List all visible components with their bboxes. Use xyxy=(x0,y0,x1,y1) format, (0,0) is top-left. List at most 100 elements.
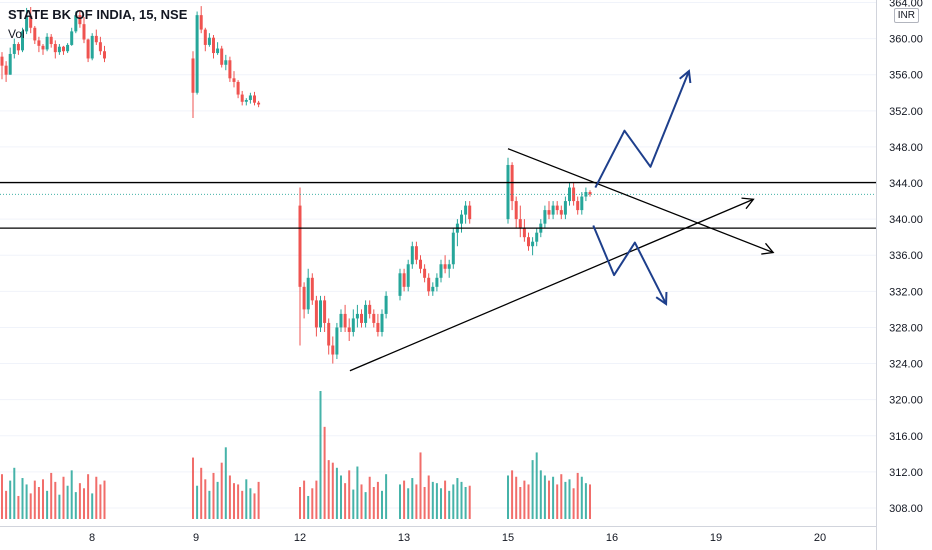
candle[interactable] xyxy=(460,210,463,233)
candle[interactable] xyxy=(323,295,327,332)
candle[interactable] xyxy=(82,16,86,44)
candle[interactable] xyxy=(514,196,518,229)
candle[interactable] xyxy=(314,295,318,337)
candle[interactable] xyxy=(12,38,16,59)
candle[interactable] xyxy=(431,282,435,296)
candle[interactable] xyxy=(439,259,443,283)
bearish-projection[interactable] xyxy=(592,225,668,306)
falling-trendline[interactable] xyxy=(507,148,775,255)
candle[interactable] xyxy=(398,268,402,301)
candle[interactable] xyxy=(78,11,82,28)
candle[interactable] xyxy=(423,264,427,283)
candle[interactable] xyxy=(355,304,359,328)
candle[interactable] xyxy=(248,92,252,104)
candle[interactable] xyxy=(37,36,41,53)
candle[interactable] xyxy=(103,45,106,63)
candle[interactable] xyxy=(580,192,584,215)
candle[interactable] xyxy=(216,42,220,55)
candle[interactable] xyxy=(306,268,310,314)
candle[interactable] xyxy=(16,42,20,55)
candle[interactable] xyxy=(339,309,343,332)
candle[interactable] xyxy=(559,205,563,220)
candle[interactable] xyxy=(90,33,94,61)
candle[interactable] xyxy=(468,201,472,224)
candle[interactable] xyxy=(347,318,351,341)
candle[interactable] xyxy=(86,38,90,63)
candle[interactable] xyxy=(510,162,514,211)
candle[interactable] xyxy=(224,54,228,71)
candle[interactable] xyxy=(57,44,61,55)
candle[interactable] xyxy=(41,44,45,55)
currency-badge[interactable]: INR xyxy=(893,8,919,23)
candle[interactable] xyxy=(372,309,376,328)
candle[interactable] xyxy=(310,273,314,305)
candle[interactable] xyxy=(0,52,4,80)
candle[interactable] xyxy=(410,241,414,269)
candle[interactable] xyxy=(199,6,203,34)
candle[interactable] xyxy=(435,273,439,292)
candle[interactable] xyxy=(33,25,37,45)
candle[interactable] xyxy=(4,61,8,82)
candle[interactable] xyxy=(443,255,447,274)
candle[interactable] xyxy=(402,268,406,292)
candle[interactable] xyxy=(543,205,547,229)
candle[interactable] xyxy=(527,232,530,251)
candle[interactable] xyxy=(368,300,372,319)
trend-drawings[interactable] xyxy=(349,69,775,372)
candle[interactable] xyxy=(74,11,78,34)
candle[interactable] xyxy=(191,51,195,119)
candle[interactable] xyxy=(220,45,224,68)
candle[interactable] xyxy=(244,98,248,106)
candle[interactable] xyxy=(576,196,580,215)
candle[interactable] xyxy=(419,255,422,274)
candle[interactable] xyxy=(302,282,306,319)
candle[interactable] xyxy=(236,80,240,99)
candle[interactable] xyxy=(45,33,49,52)
candle[interactable] xyxy=(298,187,302,346)
candle[interactable] xyxy=(535,228,539,247)
candle[interactable] xyxy=(518,205,522,238)
candle[interactable] xyxy=(203,27,207,52)
candle[interactable] xyxy=(212,34,215,59)
candle[interactable] xyxy=(319,295,322,332)
candle[interactable] xyxy=(207,33,211,47)
candle[interactable] xyxy=(232,71,236,88)
candle[interactable] xyxy=(414,241,418,265)
candle[interactable] xyxy=(568,183,571,206)
candle[interactable] xyxy=(228,56,232,82)
candle[interactable] xyxy=(53,40,57,59)
candle[interactable] xyxy=(376,313,380,337)
candle[interactable] xyxy=(98,36,102,55)
candle[interactable] xyxy=(343,304,347,332)
candle[interactable] xyxy=(327,318,331,355)
bullish-projection[interactable] xyxy=(594,69,692,188)
rising-trendline[interactable] xyxy=(349,197,755,372)
candle[interactable] xyxy=(240,90,244,106)
candle[interactable] xyxy=(506,157,510,224)
price-axis[interactable]: 308.00 312.00 316.00 320.00 324.00 328.00 332.… xyxy=(876,0,932,550)
candle[interactable] xyxy=(21,27,24,53)
candle[interactable] xyxy=(49,34,53,48)
time-axis[interactable]: 8 9 12 13 15 16 19 20 xyxy=(0,526,876,550)
candle[interactable] xyxy=(25,7,29,35)
candle[interactable] xyxy=(551,201,555,220)
candle[interactable] xyxy=(406,259,410,292)
candle[interactable] xyxy=(531,237,535,256)
candle[interactable] xyxy=(447,259,451,278)
candle[interactable] xyxy=(464,201,468,224)
candle[interactable] xyxy=(70,27,74,46)
candle[interactable] xyxy=(253,91,256,106)
candle[interactable] xyxy=(335,322,339,360)
candle[interactable] xyxy=(563,196,567,220)
candle[interactable] xyxy=(555,201,559,215)
candle[interactable] xyxy=(360,309,363,328)
candle[interactable] xyxy=(547,201,551,220)
candle[interactable] xyxy=(455,219,459,247)
candle[interactable] xyxy=(588,190,592,197)
candle[interactable] xyxy=(384,291,388,319)
candle[interactable] xyxy=(522,219,526,242)
candle[interactable] xyxy=(451,228,455,269)
volume-indicator-label[interactable]: Vol xyxy=(8,27,25,41)
candle[interactable] xyxy=(351,309,355,337)
